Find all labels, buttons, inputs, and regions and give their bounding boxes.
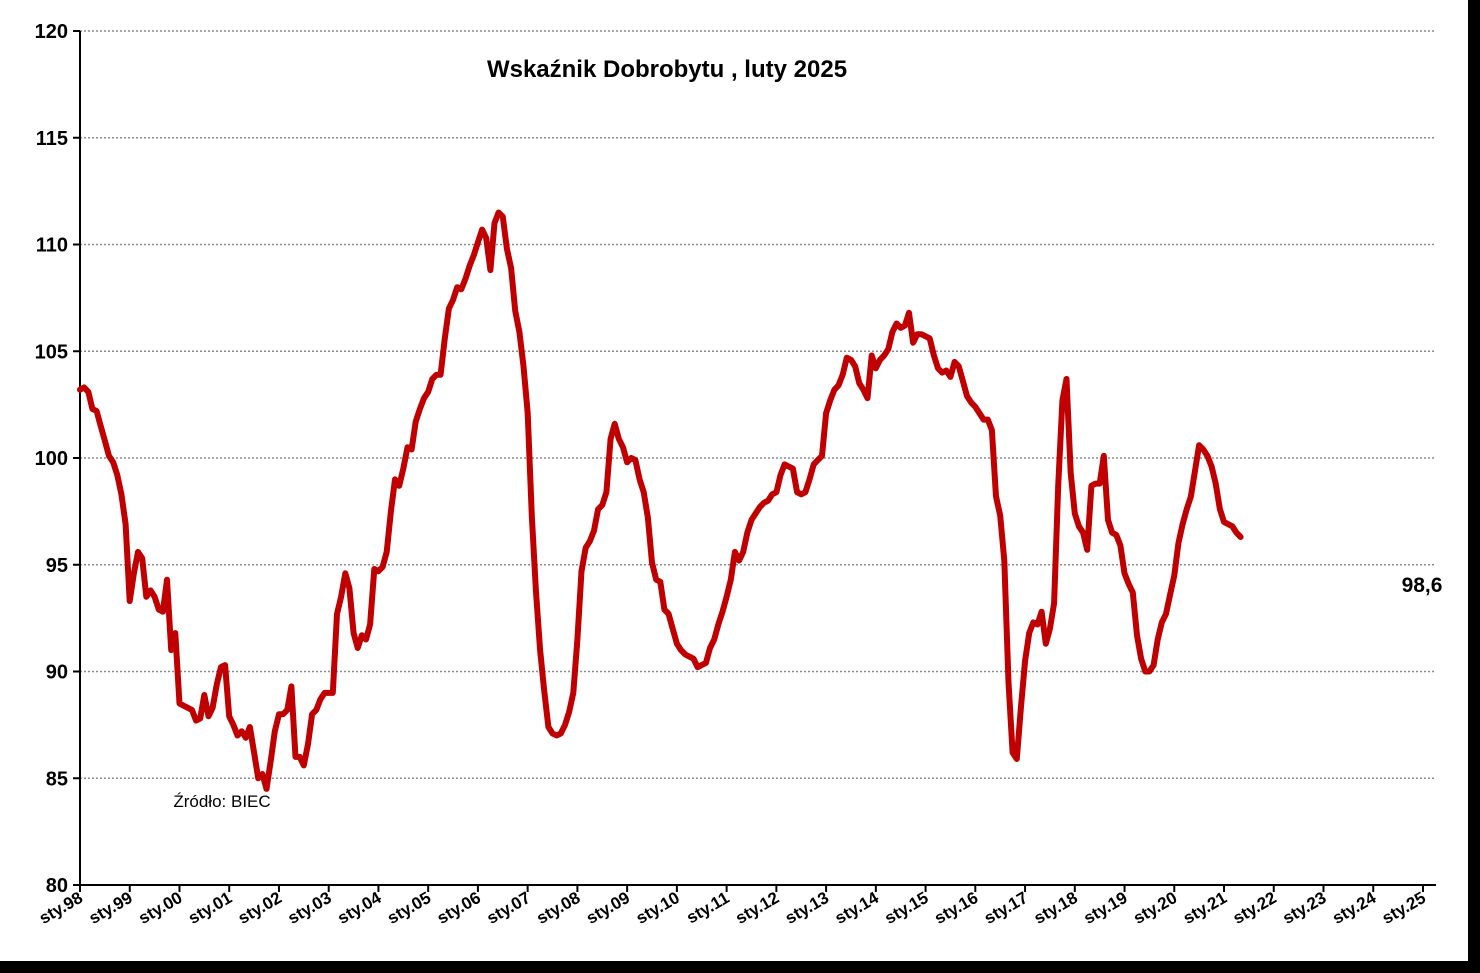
x-tick-label: sty.24 — [1329, 888, 1380, 928]
y-tick-label: 110 — [36, 235, 68, 257]
last-value-label: 98,6 — [1402, 574, 1443, 597]
x-tick-label: sty.11 — [683, 888, 732, 927]
x-tick-label: sty.25 — [1379, 888, 1429, 928]
x-tick-label: sty.09 — [583, 888, 633, 928]
series-line — [77, 209, 1244, 792]
x-tick-label: sty.17 — [981, 888, 1031, 928]
x-tick-label: sty.22 — [1230, 888, 1280, 928]
x-tick-label: sty.23 — [1279, 888, 1329, 928]
x-tick-label: sty.07 — [483, 888, 533, 928]
y-tick-label: 105 — [35, 341, 68, 363]
x-tick-label: sty.06 — [434, 888, 484, 928]
x-tick-label: sty.13 — [782, 888, 832, 928]
y-tick-label: 80 — [46, 875, 68, 897]
x-tick-label: sty.16 — [931, 888, 981, 928]
gridlines — [80, 30, 1436, 779]
x-axis-ticks: sty.98 sty.99 sty.00 sty.01 sty.02 sty.03 sty.… — [36, 885, 1429, 928]
x-tick-label: sty.12 — [732, 888, 782, 928]
y-tick-label: 120 — [35, 21, 68, 43]
x-tick-label: sty.10 — [633, 888, 683, 928]
x-tick-label: sty.21 — [1180, 888, 1230, 928]
x-tick-label: sty.02 — [235, 888, 285, 928]
x-tick-label: sty.20 — [1130, 888, 1180, 928]
source-note: Źródło: BIEC — [173, 792, 270, 811]
x-tick-label: sty.08 — [533, 888, 583, 928]
y-tick-label: 90 — [46, 662, 68, 684]
chart-frame — [0, 0, 1468, 961]
x-tick-label: sty.01 — [185, 888, 235, 928]
x-tick-label: sty.15 — [881, 888, 931, 928]
x-tick-label: sty.04 — [334, 888, 385, 928]
y-tick-label: 85 — [46, 768, 68, 790]
x-tick-label: sty.05 — [384, 888, 434, 928]
x-tick-label: sty.03 — [285, 888, 335, 928]
y-axis-ticks: 80 85 90 95 100 105 110 115 120 — [35, 21, 80, 897]
y-tick-label: 95 — [46, 555, 68, 577]
x-tick-label: sty.18 — [1031, 888, 1081, 928]
y-tick-label: 115 — [36, 128, 68, 150]
x-tick-label: sty.14 — [832, 888, 883, 928]
x-tick-label: sty.99 — [86, 888, 136, 928]
chart-title: Wskaźnik Dobrobytu , luty 2025 — [487, 56, 847, 83]
x-tick-label: sty.00 — [135, 888, 185, 928]
x-tick-label: sty.19 — [1080, 888, 1130, 928]
y-tick-label: 100 — [35, 448, 68, 470]
